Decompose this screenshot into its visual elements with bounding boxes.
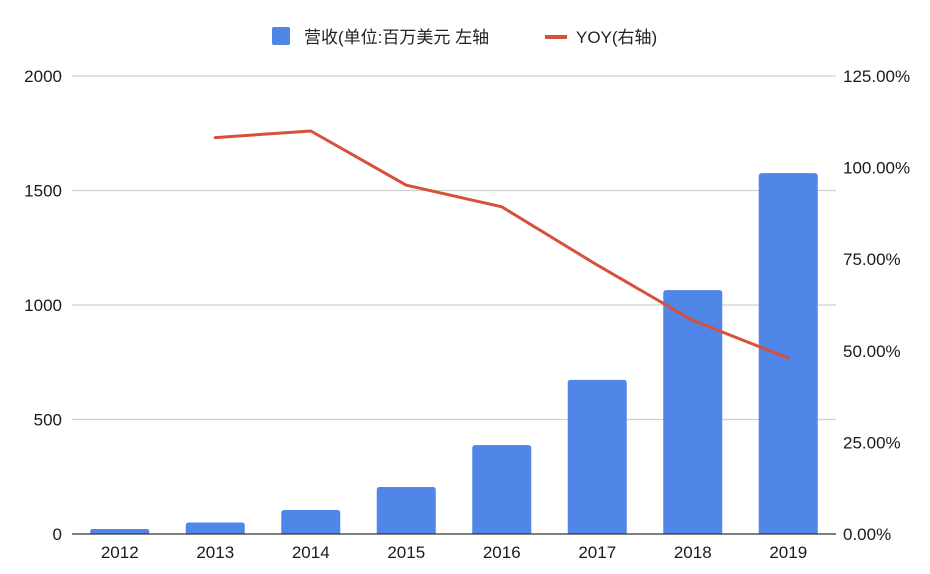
yoy-point-2013 [214,136,217,139]
x-tick-label: 2018 [674,543,712,562]
yoy-point-2019 [787,356,790,360]
bar-2012 [90,528,150,534]
legend-swatch-revenue [272,27,290,45]
x-tick-label: 2012 [101,543,139,562]
y-left-tick-label: 500 [34,411,62,430]
y-right-tick-label: 50.00% [843,342,901,361]
x-tick-label: 2017 [578,543,616,562]
x-tick-label: 2013 [196,543,234,562]
bar-layer [90,173,818,534]
bar-2016 [472,445,532,534]
y-right-tick-label: 100.00% [843,159,910,178]
yoy-point-2018 [691,319,694,322]
bar-2013 [185,522,245,534]
y-right-tick-label: 0.00% [843,525,891,544]
legend: 营收(单位:百万美元 左轴 YOY(右轴) [272,27,657,47]
legend-label-revenue: 营收(单位:百万美元 左轴 [304,28,489,47]
y-left-tick-label: 1500 [24,182,62,201]
yoy-point-2016 [500,205,503,209]
bar-2017 [567,379,627,534]
x-tick-label: 2016 [483,543,521,562]
bar-2019 [758,173,818,534]
bar-2015 [376,487,436,534]
y-left-tick-label: 1000 [24,296,62,315]
x-tick-label: 2015 [387,543,425,562]
yoy-point-2015 [405,183,408,187]
legend-swatch-yoy [545,35,567,39]
y-right-tick-label: 125.00% [843,67,910,86]
axis-layer: 0 500 1000 1500 2000 0.00% 25.00% 50.00% 75.00% 1… [24,67,910,562]
line-layer [213,129,790,360]
bar-2018 [663,290,723,534]
x-tick-label: 2014 [292,543,330,562]
yoy-point-2014 [309,129,312,133]
legend-label-yoy: YOY(右轴) [576,28,657,47]
y-right-tick-label: 25.00% [843,433,901,452]
bar-2014 [281,509,341,534]
yoy-point-2017 [596,263,599,267]
y-left-tick-label: 0 [53,525,62,544]
x-tick-label: 2019 [769,543,807,562]
yoy-line [213,129,790,360]
y-right-tick-label: 75.00% [843,250,901,269]
y-left-tick-label: 2000 [24,67,62,86]
